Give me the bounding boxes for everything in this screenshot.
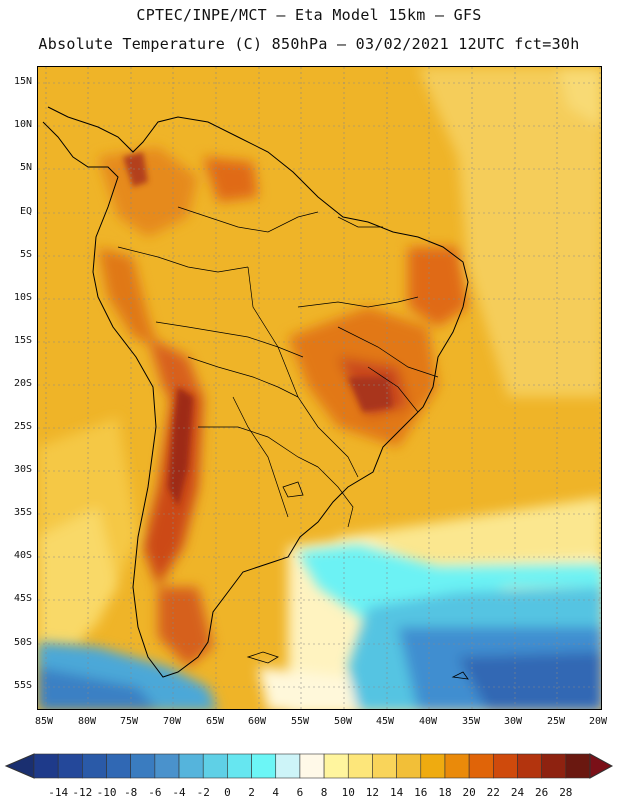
colorbar-tick-label: 18 — [438, 786, 452, 799]
lat-label: 15N — [13, 76, 32, 87]
lon-label: 85W — [34, 716, 54, 727]
colorbar-swatch — [565, 753, 591, 779]
lon-label: 20W — [588, 716, 608, 727]
colorbar-over-arrow — [589, 753, 614, 779]
colorbar-swatch — [178, 753, 204, 779]
colorbar-tick-label: 8 — [320, 786, 328, 799]
colorbar-tick-label: 2 — [248, 786, 255, 799]
colorbar-swatch — [33, 753, 59, 779]
colorbar-swatch — [57, 753, 83, 779]
colorbar-swatch — [396, 753, 422, 779]
lon-label: 70W — [162, 716, 182, 727]
lon-label: 25W — [546, 716, 566, 727]
colorbar-tick-label: 16 — [414, 786, 428, 799]
colorbar-tick-label: 20 — [462, 786, 476, 799]
colorbar-tick-label: 10 — [341, 786, 355, 799]
colorbar-tick-label: 0 — [224, 786, 231, 799]
islands — [246, 481, 469, 680]
colorbar — [4, 753, 614, 779]
lat-label: 45S — [13, 593, 32, 604]
colorbar-swatch — [541, 753, 567, 779]
lon-label: 30W — [503, 716, 523, 727]
colorbar-tick-label: 26 — [535, 786, 549, 799]
lon-label: 65W — [205, 716, 225, 727]
lon-label: 45W — [375, 716, 395, 727]
lon-label: 35W — [461, 716, 481, 727]
lat-label: 5N — [19, 162, 32, 173]
colorbar-swatch — [82, 753, 107, 779]
colorbar-tick-label: -6 — [148, 786, 162, 799]
lat-label: 40S — [13, 550, 32, 561]
colorbar-swatch — [347, 753, 373, 779]
colorbar-swatch — [202, 753, 228, 779]
lat-label: 35S — [13, 507, 32, 518]
colorbar-tick-label: -4 — [172, 786, 186, 799]
lat-label: 10S — [13, 292, 32, 303]
temperature-map — [37, 66, 602, 710]
lon-label: 75W — [119, 716, 139, 727]
colorbar-tick-label: 14 — [389, 786, 404, 799]
colorbar-tick-label: 22 — [486, 786, 500, 799]
colorbar-swatch — [227, 753, 252, 779]
colorbar-tick-label: 24 — [510, 786, 525, 799]
colorbar-swatch — [323, 753, 349, 779]
map-title-line-1: CPTEC/INPE/MCT – Eta Model 15km – GFS — [136, 6, 482, 24]
colorbar-swatch — [130, 753, 156, 779]
lon-label: 55W — [290, 716, 310, 727]
colorbar-tick-label: 6 — [296, 786, 304, 799]
lat-label: 55S — [13, 680, 32, 691]
colorbar-swatch — [372, 753, 397, 779]
map-title-line-2: Absolute Temperature (C) 850hPa – 03/02/… — [38, 35, 580, 53]
colorbar-tick-label: 28 — [559, 786, 573, 799]
colorbar-tick-label: -12 — [72, 786, 93, 799]
colorbar-swatch — [420, 753, 446, 779]
lat-label: 25S — [13, 421, 32, 432]
lat-label: 30S — [13, 464, 32, 475]
lat-label: 15S — [13, 335, 32, 346]
colorbar-tick-label: -8 — [124, 786, 138, 799]
lon-label: 40W — [418, 716, 438, 727]
map-canvas — [38, 67, 601, 709]
colorbar-swatch — [444, 753, 470, 779]
colorbar-swatch — [493, 753, 518, 779]
colorbar-tick-label: -2 — [196, 786, 210, 799]
colorbar-tick-label: 4 — [272, 786, 280, 799]
lat-label: 10N — [13, 119, 32, 130]
colorbar-swatch — [299, 753, 325, 779]
lat-label: 5S — [19, 249, 32, 260]
lat-label: 20S — [13, 378, 32, 389]
colorbar-tick-label: -14 — [48, 786, 69, 799]
colorbar-swatch — [517, 753, 542, 779]
graticule — [38, 67, 601, 709]
colorbar-tick-label: 12 — [365, 786, 380, 799]
colorbar-swatch — [251, 753, 277, 779]
colorbar-swatch — [154, 753, 180, 779]
lon-label: 60W — [247, 716, 267, 727]
colorbar-under-arrow — [4, 753, 35, 779]
coastlines — [42, 106, 469, 678]
lon-label: 80W — [77, 716, 97, 727]
country-borders — [117, 206, 439, 528]
colorbar-swatch — [468, 753, 494, 779]
lon-label: 50W — [333, 716, 353, 727]
colorbar-swatch — [275, 753, 301, 779]
colorbar-swatch — [106, 753, 131, 779]
lat-label: 50S — [13, 637, 32, 648]
lat-label: EQ — [19, 206, 32, 217]
colorbar-tick-label: -10 — [96, 786, 117, 799]
